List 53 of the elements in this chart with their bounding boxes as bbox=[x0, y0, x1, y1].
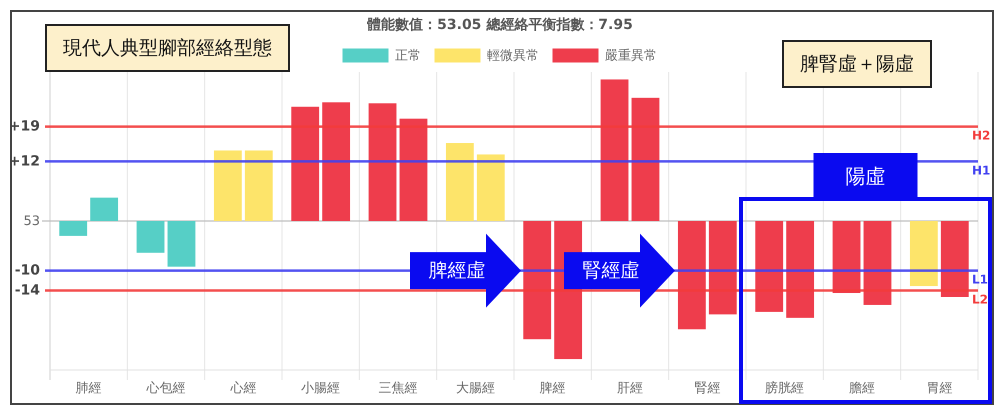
y-tick-label: +12 bbox=[8, 153, 40, 170]
bar bbox=[632, 98, 660, 221]
bar bbox=[832, 221, 860, 294]
bar bbox=[910, 221, 938, 286]
ref-line-label: H2 bbox=[972, 128, 990, 143]
bar bbox=[90, 198, 118, 221]
bar bbox=[786, 221, 814, 318]
bar bbox=[136, 221, 164, 253]
bar bbox=[940, 221, 969, 297]
annotation: 脾腎虛＋陽虛 bbox=[800, 53, 914, 75]
text: 53 bbox=[23, 214, 40, 228]
y-tick-label: +19 bbox=[8, 118, 40, 135]
bar bbox=[708, 221, 737, 314]
bar bbox=[523, 221, 552, 340]
x-tick-label: 小腸經 bbox=[301, 380, 340, 396]
bar bbox=[168, 221, 196, 267]
legend-label: 正常 bbox=[395, 48, 421, 63]
legend-label: 嚴重異常 bbox=[605, 48, 657, 63]
bar bbox=[322, 102, 350, 221]
bar bbox=[755, 221, 784, 312]
y-tick-label: -10 bbox=[14, 262, 40, 279]
x-tick-label: 膽經 bbox=[849, 380, 875, 396]
chart-title: 體能數值：53.05 總經絡平衡指數：7.95 bbox=[367, 17, 633, 33]
x-tick-label: 肝經 bbox=[617, 380, 643, 396]
bar bbox=[368, 103, 396, 221]
bar bbox=[59, 221, 88, 236]
x-tick-label: 腎經 bbox=[694, 380, 720, 396]
x-tick-label: 大腸經 bbox=[456, 380, 495, 396]
x-tick-label: 膀胱經 bbox=[765, 380, 804, 396]
x-tick-label: 三焦經 bbox=[378, 380, 418, 396]
x-tick-label: 肺經 bbox=[76, 380, 102, 396]
ref-line-label: L2 bbox=[972, 292, 988, 307]
x-tick-label: 心經 bbox=[229, 380, 256, 396]
bar bbox=[400, 118, 428, 221]
x-tick-label: 胃經 bbox=[926, 380, 952, 396]
bar bbox=[214, 150, 242, 221]
bar bbox=[476, 154, 505, 221]
bar bbox=[678, 221, 706, 330]
legend-label: 輕微異常 bbox=[487, 48, 539, 63]
band-label: 陽虛 bbox=[846, 164, 886, 188]
bar bbox=[244, 150, 273, 221]
text: 現代人典型腳部經絡型態 bbox=[63, 37, 272, 59]
bar bbox=[864, 221, 892, 305]
x-tick-label: 心包經 bbox=[146, 380, 186, 396]
annotation: 脾經虛 bbox=[428, 260, 486, 282]
ref-line-label: L1 bbox=[972, 272, 988, 287]
bar bbox=[446, 143, 474, 221]
annotation: 腎經虛 bbox=[582, 260, 640, 282]
y-tick-label: -14 bbox=[14, 282, 40, 299]
bar bbox=[291, 106, 320, 221]
ref-line-label: H1 bbox=[972, 163, 990, 178]
x-tick-label: 脾經 bbox=[540, 380, 566, 396]
bar bbox=[600, 79, 628, 221]
